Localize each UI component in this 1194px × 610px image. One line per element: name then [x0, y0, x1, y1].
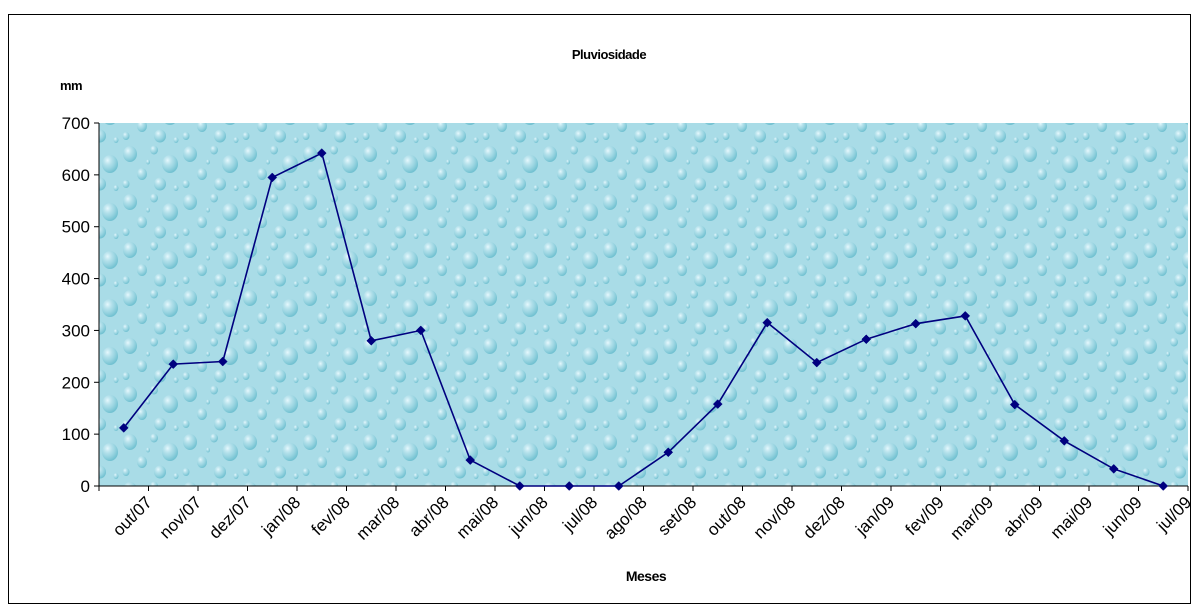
x-tick-label: jun/08: [505, 493, 552, 540]
y-tick-label: 100: [62, 425, 90, 444]
data-point-marker: [1108, 464, 1119, 474]
data-point-marker: [861, 334, 872, 345]
data-point-marker: [168, 359, 179, 369]
x-tick-label: abr/08: [405, 493, 453, 541]
data-point-marker: [564, 481, 575, 491]
data-point-marker: [514, 481, 525, 491]
y-tick-label: 500: [62, 218, 90, 237]
x-tick-label: nov/08: [750, 493, 800, 543]
data-point-marker: [1158, 481, 1169, 491]
y-tick-label: 700: [62, 114, 90, 133]
x-tick-label: fev/08: [308, 493, 354, 539]
data-point-marker: [415, 325, 426, 336]
x-tick-label: out/08: [703, 493, 750, 540]
data-point-marker: [1009, 399, 1020, 410]
data-point-marker: [465, 455, 476, 465]
y-tick-label: 300: [62, 321, 90, 340]
data-point-marker: [910, 318, 921, 329]
x-tick-label: set/08: [654, 493, 700, 539]
data-point-marker: [316, 148, 327, 158]
x-tick-label: jan/08: [257, 493, 304, 540]
x-tick-label: jun/09: [1099, 493, 1146, 540]
x-axis-title: Meses: [626, 568, 667, 584]
data-point-marker: [811, 357, 822, 368]
x-tick-label: ago/08: [601, 493, 651, 543]
x-tick-label: jul/08: [558, 493, 601, 536]
data-point-marker: [712, 399, 723, 409]
series-rainfall: [118, 148, 1169, 491]
plot-area: [99, 123, 1188, 486]
x-tick-label: fev/09: [902, 493, 948, 539]
x-tick-label: mai/08: [453, 493, 503, 543]
data-point-marker: [663, 447, 674, 458]
x-tick-label: mar/08: [352, 493, 403, 544]
x-tick-label: nov/07: [156, 493, 206, 543]
x-tick-label: dez/08: [799, 493, 849, 543]
x-tick-label: mai/09: [1047, 493, 1097, 543]
x-tick-label: out/07: [109, 493, 156, 540]
data-point-marker: [366, 335, 377, 346]
data-point-marker: [613, 481, 624, 491]
x-tick-label: dez/07: [205, 493, 255, 543]
chart-title: Pluviosidade: [572, 47, 646, 62]
data-point-marker: [118, 423, 129, 433]
data-point-marker: [217, 356, 228, 367]
y-axis: 0 100 200 300 400 500 600 700: [62, 114, 100, 496]
y-tick-label: 0: [81, 477, 90, 496]
series-line: [123, 151, 1164, 487]
x-tick-label: mar/09: [946, 493, 997, 544]
x-tick-label: jul/09: [1152, 493, 1194, 536]
data-point-marker: [267, 172, 278, 183]
data-point-marker: [960, 311, 971, 321]
y-tick-label: 200: [62, 373, 90, 392]
data-point-marker: [1059, 436, 1070, 446]
y-tick-label: 600: [62, 166, 90, 185]
y-unit-label: mm: [60, 78, 82, 93]
data-point-marker: [762, 317, 773, 328]
x-tick-label: jan/09: [851, 493, 898, 540]
y-tick-label: 400: [62, 270, 90, 289]
x-tick-label: abr/09: [999, 493, 1047, 541]
